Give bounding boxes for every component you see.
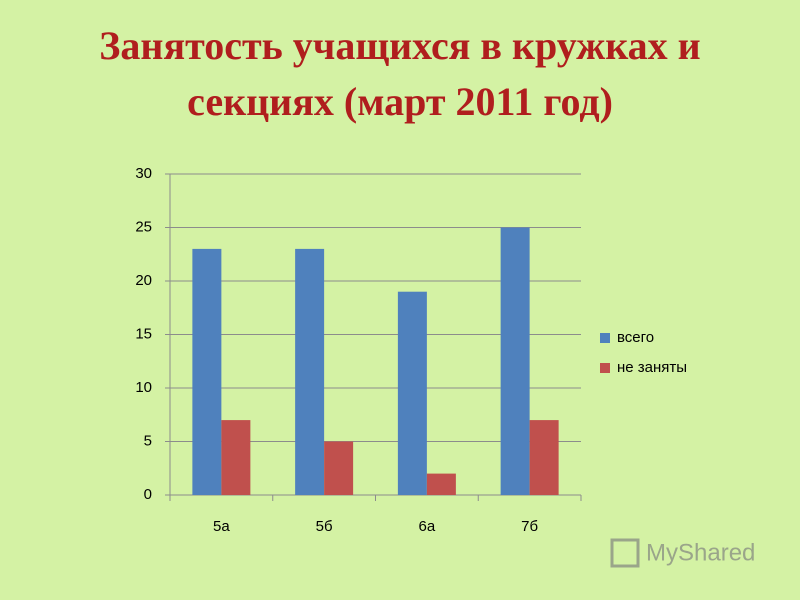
legend-swatch — [600, 363, 610, 373]
bar — [221, 420, 251, 495]
y-tick-label: 20 — [135, 272, 152, 289]
watermark-icon — [610, 538, 640, 568]
legend-label: всего — [617, 329, 654, 346]
chart-title: Занятость учащихся в кружках и секциях (… — [99, 23, 701, 124]
watermark: MyShared — [646, 539, 755, 566]
bar — [192, 248, 222, 495]
y-tick-label: 15 — [135, 325, 152, 342]
y-tick-label: 10 — [135, 379, 152, 396]
bar — [397, 291, 427, 495]
legend-label: не заняты — [617, 359, 687, 376]
y-tick-label: 30 — [135, 165, 152, 182]
x-tick-label: 6а — [419, 518, 436, 535]
x-tick-label: 7б — [521, 518, 538, 535]
x-tick-label: 5а — [213, 518, 230, 535]
y-tick-label: 0 — [144, 486, 152, 503]
bar — [295, 248, 325, 495]
bar — [426, 473, 456, 495]
bar — [324, 441, 354, 495]
x-tick-label: 5б — [316, 518, 333, 535]
bar — [529, 420, 559, 495]
bar — [500, 227, 530, 495]
y-tick-label: 5 — [144, 432, 152, 449]
legend-swatch — [600, 333, 610, 343]
y-tick-label: 25 — [135, 218, 152, 235]
